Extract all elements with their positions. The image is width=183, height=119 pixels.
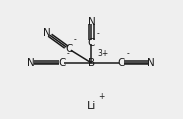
Text: N: N bbox=[27, 58, 35, 68]
Text: -: - bbox=[126, 49, 129, 58]
Text: N: N bbox=[44, 28, 51, 38]
Text: -: - bbox=[67, 49, 70, 58]
Text: 3+: 3+ bbox=[97, 49, 108, 58]
Text: C: C bbox=[65, 44, 73, 54]
Text: Li: Li bbox=[87, 101, 96, 111]
Text: -: - bbox=[97, 29, 99, 38]
Text: B: B bbox=[88, 58, 95, 68]
Text: +: + bbox=[98, 92, 105, 101]
Text: N: N bbox=[147, 58, 155, 68]
Text: C: C bbox=[88, 38, 95, 48]
Text: N: N bbox=[88, 17, 95, 27]
Text: -: - bbox=[74, 35, 77, 44]
Text: C: C bbox=[117, 58, 125, 68]
Text: C: C bbox=[58, 58, 66, 68]
